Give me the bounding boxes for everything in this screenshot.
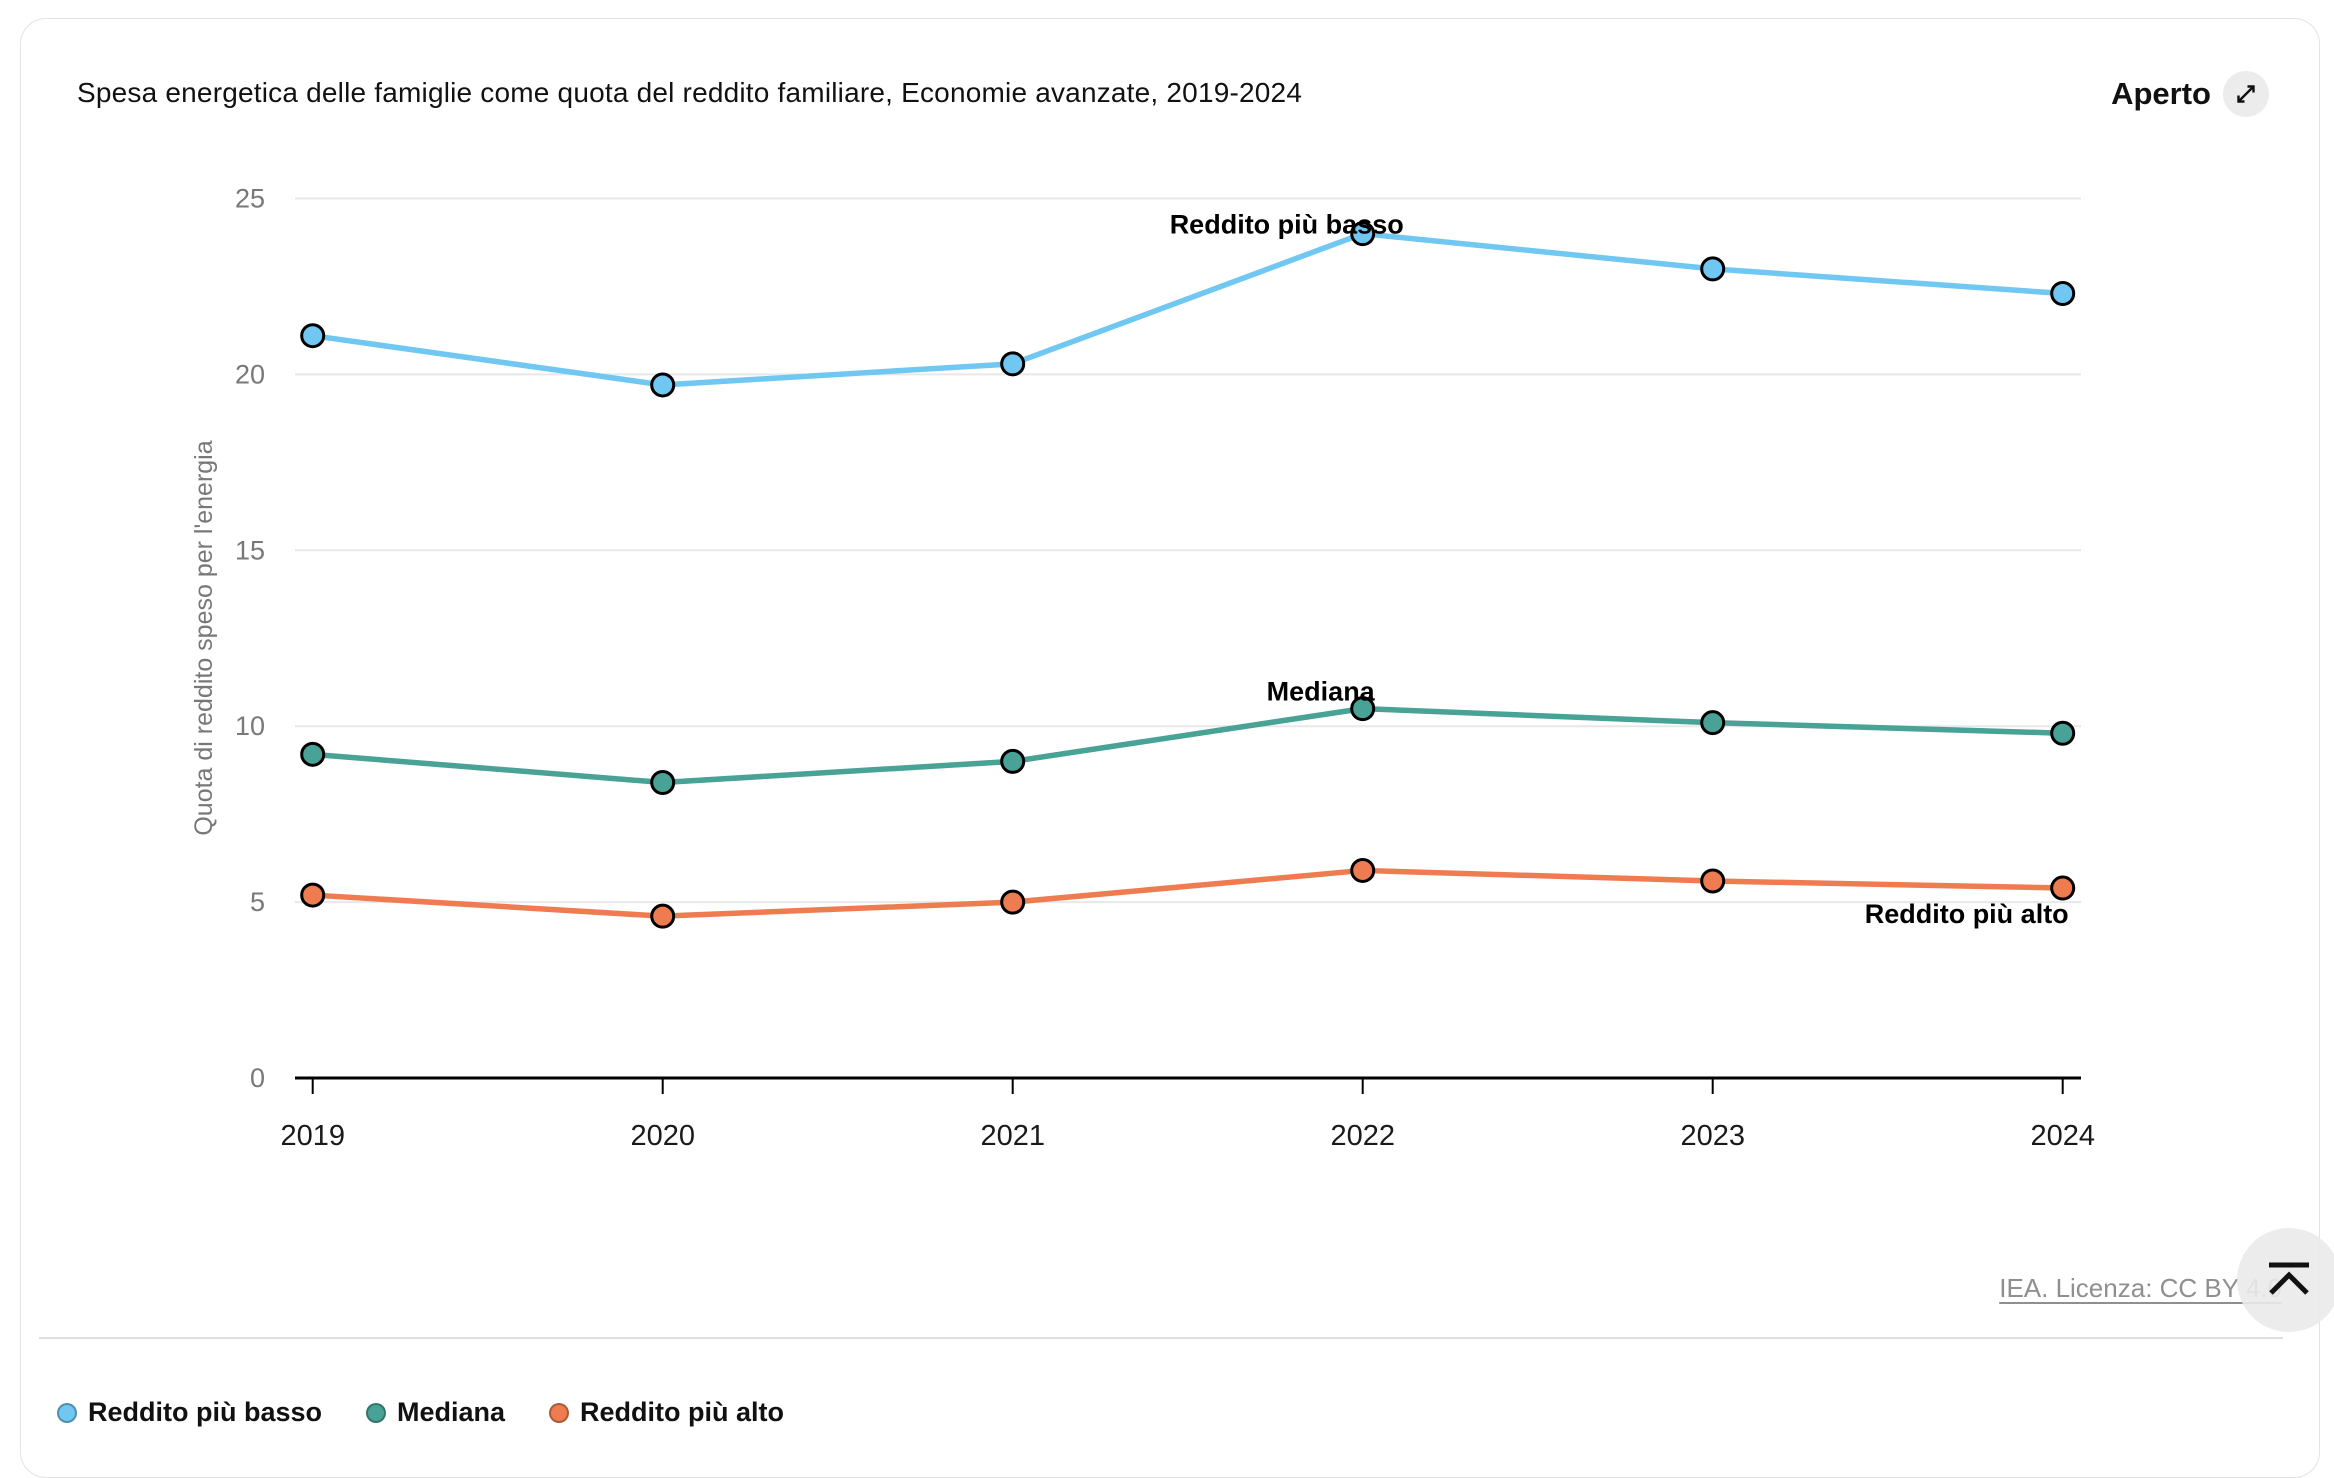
legend-item-reddito-pi-alto[interactable]: Reddito più alto bbox=[549, 1397, 784, 1428]
x-tick-label: 2021 bbox=[980, 1120, 1045, 1152]
chart-point bbox=[650, 769, 676, 795]
legend-item-reddito-pi-basso[interactable]: Reddito più basso bbox=[57, 1397, 322, 1428]
chart-title: Spesa energetica delle famiglie come quo… bbox=[77, 77, 1303, 108]
chart-point bbox=[300, 323, 326, 349]
chart-point bbox=[2050, 280, 2076, 306]
y-tick-label: 5 bbox=[250, 887, 265, 917]
chart-point bbox=[1000, 889, 1026, 915]
x-tick-label: 2023 bbox=[1680, 1120, 1745, 1152]
chart-point bbox=[2050, 720, 2076, 746]
chart-point bbox=[1000, 351, 1026, 377]
chart-point bbox=[1700, 256, 1726, 282]
chart-point bbox=[2050, 875, 2076, 901]
x-tick-label: 2024 bbox=[2030, 1120, 2095, 1152]
legend-label: Reddito più alto bbox=[580, 1397, 785, 1427]
x-tick-label: 2019 bbox=[280, 1120, 345, 1152]
chart-card: Spesa energetica delle famiglie come quo… bbox=[20, 18, 2334, 1478]
open-toggle[interactable]: Aperto bbox=[2111, 71, 2269, 117]
y-axis-title: Quota di reddito speso per l'energia bbox=[190, 440, 218, 835]
series-annotation: Reddito più basso bbox=[1170, 210, 1404, 240]
chart-point bbox=[1350, 696, 1376, 722]
legend-dot bbox=[549, 1402, 570, 1423]
y-tick-label: 0 bbox=[250, 1063, 265, 1093]
legend-dot bbox=[366, 1402, 387, 1423]
chart-point bbox=[1000, 748, 1026, 774]
scroll-to-top-button[interactable] bbox=[2237, 1228, 2334, 1332]
chart-series-line bbox=[309, 230, 2066, 388]
y-tick-label: 20 bbox=[235, 359, 265, 389]
chart-point bbox=[300, 882, 326, 908]
expand-icon bbox=[2237, 85, 2255, 103]
x-tick-label: 2020 bbox=[630, 1120, 695, 1152]
legend-divider bbox=[39, 1337, 2283, 1339]
legend-dot bbox=[57, 1402, 77, 1423]
chart-series-line bbox=[309, 867, 2066, 919]
legend: Reddito più basso Mediana Reddito più alto bbox=[57, 1397, 784, 1428]
chart-point bbox=[650, 903, 676, 929]
chart-point bbox=[1700, 710, 1726, 736]
y-tick-label: 15 bbox=[235, 535, 265, 565]
open-toggle-label: Aperto bbox=[2111, 76, 2211, 111]
chart-series-line bbox=[309, 705, 2066, 786]
expand-button[interactable] bbox=[2223, 71, 2269, 117]
legend-item-mediana[interactable]: Mediana bbox=[366, 1397, 505, 1428]
chart-point bbox=[650, 372, 676, 398]
chart-point bbox=[1700, 868, 1726, 894]
series-annotation: Mediana bbox=[1267, 677, 1376, 707]
scroll-to-top-icon bbox=[2269, 1262, 2309, 1295]
x-tick-label: 2022 bbox=[1330, 1120, 1395, 1152]
legend-label: Reddito più basso bbox=[88, 1397, 323, 1427]
attribution-link[interactable]: IEA. Licenza: CC BY 4.0 bbox=[1999, 1273, 2282, 1303]
legend-label: Mediana bbox=[397, 1397, 506, 1427]
chart-point bbox=[1350, 857, 1376, 883]
chart-point bbox=[300, 741, 326, 767]
y-tick-label: 25 bbox=[235, 184, 265, 214]
chart-point bbox=[1350, 221, 1376, 247]
series-annotation: Reddito più alto bbox=[1865, 899, 2069, 929]
y-tick-label: 10 bbox=[235, 711, 265, 741]
